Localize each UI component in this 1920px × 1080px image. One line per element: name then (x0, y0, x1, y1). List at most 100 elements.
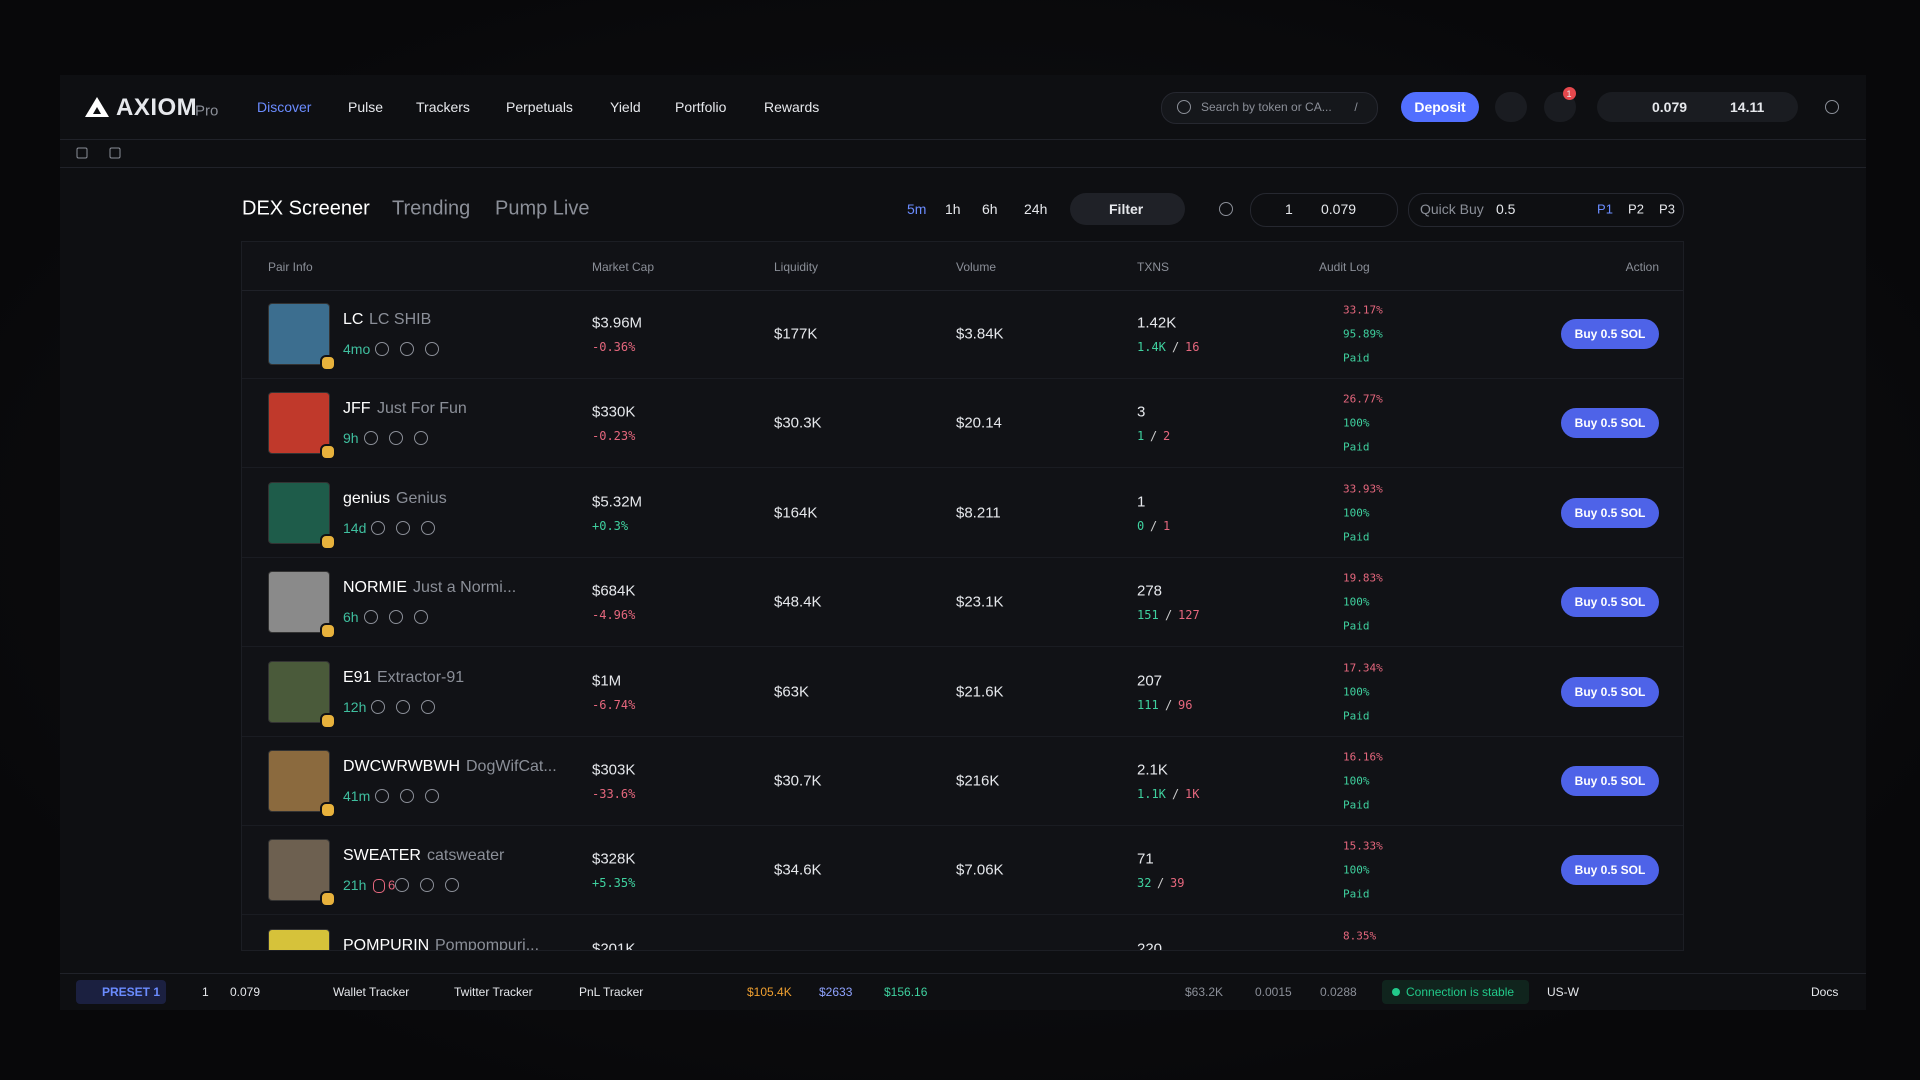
buy-label[interactable]: Buy 0.5 SOL (1574, 684, 1646, 699)
watchlist-icon[interactable] (76, 147, 88, 159)
search-box[interactable] (1161, 92, 1378, 124)
quick-buy-box[interactable] (1408, 193, 1684, 227)
preset-pill[interactable] (76, 980, 166, 1004)
txn-separator: / (1150, 518, 1158, 533)
market-cap: $684K (592, 582, 636, 600)
nav-link[interactable]: Portfolio (675, 99, 727, 115)
social-icon[interactable] (371, 699, 385, 714)
timeframe[interactable]: 1h (945, 201, 961, 217)
wallet-select[interactable] (1250, 193, 1398, 227)
screen-tab[interactable]: Trending (392, 197, 471, 220)
buy-label[interactable]: Buy 0.5 SOL (1574, 327, 1646, 341)
nav-link[interactable]: Trackers (416, 99, 470, 115)
buy-button[interactable] (1561, 497, 1659, 528)
preset-tab[interactable]: P1 (1597, 201, 1613, 217)
buy-button[interactable] (1561, 676, 1659, 707)
screen-tab[interactable]: DEX Screener (242, 197, 370, 220)
docs-link[interactable]: Docs (1811, 985, 1839, 999)
token-avatar[interactable] (268, 303, 330, 365)
social-icon[interactable] (364, 431, 378, 446)
social-icon[interactable] (396, 699, 410, 714)
divider (60, 973, 1866, 974)
token-symbol[interactable]: LC (343, 311, 364, 328)
timeframe[interactable]: 6h (982, 201, 998, 217)
token-name: Just a Normi... (413, 579, 517, 597)
token-symbol[interactable]: SWEATER (343, 847, 421, 865)
user-icon[interactable] (1825, 100, 1839, 114)
wallet-count: 1 (202, 985, 209, 999)
nav-link[interactable]: Pulse (348, 99, 384, 115)
timeframe[interactable]: 5m (907, 201, 927, 217)
notification-count: 1 (1566, 89, 1572, 99)
dex-paid: Paid (1343, 530, 1370, 544)
preset-tab[interactable]: P2 (1628, 201, 1644, 217)
social-icon[interactable] (400, 789, 414, 803)
preset-label[interactable]: PRESET 1 (102, 985, 161, 999)
dev-holdings: 100% (1343, 506, 1370, 520)
star-button[interactable] (1495, 92, 1527, 122)
token-avatar[interactable] (268, 839, 330, 902)
token-symbol[interactable]: POMPURIN (343, 936, 430, 951)
social-icon[interactable] (375, 342, 389, 356)
social-icon[interactable] (375, 789, 389, 803)
sells: 127 (1178, 608, 1200, 623)
nav-link[interactable]: Discover (257, 99, 312, 115)
social-icon[interactable] (389, 610, 403, 625)
token-avatar[interactable] (268, 750, 330, 812)
social-icon[interactable] (400, 342, 414, 356)
token-avatar[interactable] (268, 392, 330, 455)
buy-button[interactable] (1561, 855, 1659, 886)
social-icon[interactable] (414, 610, 428, 625)
preset-tab[interactable]: P3 (1659, 201, 1675, 217)
social-icon[interactable] (364, 610, 378, 625)
buy-button[interactable] (1561, 766, 1659, 796)
nav-link[interactable]: Rewards (764, 99, 820, 115)
settings-icon[interactable] (1219, 202, 1233, 216)
token-symbol[interactable]: DWCWRWBWH (343, 758, 461, 775)
social-icon[interactable] (414, 431, 428, 446)
token-avatar[interactable] (268, 660, 330, 723)
buy-label[interactable]: Buy 0.5 SOL (1574, 595, 1646, 610)
chart-icon[interactable] (109, 147, 121, 159)
nav-link[interactable]: Yield (610, 99, 641, 115)
token-avatar[interactable] (268, 928, 330, 950)
buy-label[interactable]: Buy 0.5 SOL (1574, 416, 1646, 431)
wallet-pill[interactable] (1597, 92, 1798, 122)
price-change: +0.3% (592, 518, 629, 533)
token-symbol[interactable]: genius (343, 489, 391, 507)
btc-price: $105.4K (747, 985, 792, 999)
buy-button[interactable] (1561, 319, 1659, 349)
social-icon[interactable] (420, 878, 434, 893)
token-avatar[interactable] (268, 571, 330, 634)
social-icon[interactable] (445, 878, 459, 893)
token-symbol[interactable]: NORMIE (343, 579, 407, 597)
region-select[interactable]: US-W (1547, 985, 1579, 999)
buy-label[interactable]: Buy 0.5 SOL (1574, 774, 1646, 788)
eth-price: $2633 (819, 985, 853, 999)
filter-button[interactable] (1070, 193, 1185, 225)
tracker-link[interactable]: Wallet Tracker (333, 985, 410, 999)
deposit-label[interactable]: Deposit (1414, 99, 1466, 115)
nav-link[interactable]: Perpetuals (506, 99, 573, 115)
social-icon[interactable] (421, 520, 435, 535)
token-symbol[interactable]: JFF (343, 400, 371, 418)
social-icon[interactable] (395, 878, 409, 893)
timeframe[interactable]: 24h (1024, 201, 1048, 217)
social-icon[interactable] (371, 520, 385, 535)
buy-button[interactable] (1561, 408, 1659, 439)
token-avatar[interactable] (268, 481, 330, 544)
tracker-link[interactable]: PnL Tracker (579, 985, 644, 999)
buy-label[interactable]: Buy 0.5 SOL (1574, 863, 1646, 878)
buy-button[interactable] (1561, 587, 1659, 618)
txns: 1.42K (1137, 314, 1177, 332)
social-icon[interactable] (421, 699, 435, 714)
screen-tab[interactable]: Pump Live (495, 197, 590, 220)
social-icon[interactable] (389, 431, 403, 446)
buy-label[interactable]: Buy 0.5 SOL (1574, 505, 1646, 520)
social-icon[interactable] (425, 789, 439, 803)
tracker-link[interactable]: Twitter Tracker (454, 985, 533, 999)
token-symbol[interactable]: E91 (343, 668, 372, 686)
social-icon[interactable] (425, 342, 439, 356)
deposit-button[interactable] (1401, 92, 1479, 122)
social-icon[interactable] (396, 520, 410, 535)
